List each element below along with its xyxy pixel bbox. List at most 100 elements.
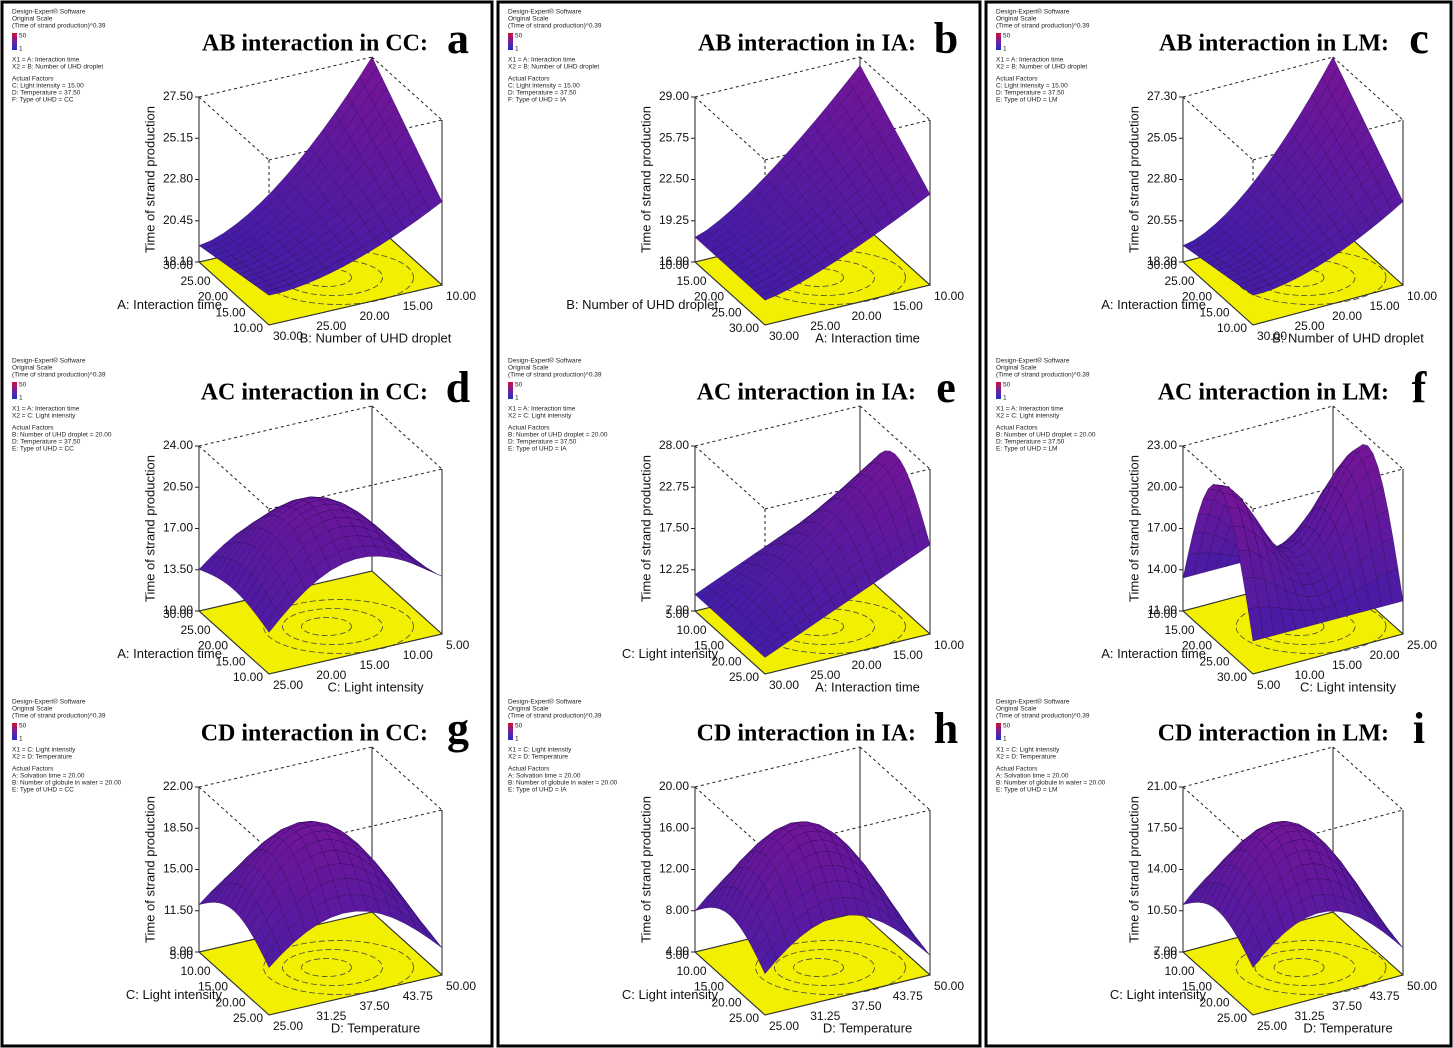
z-tick-label: 22.75 xyxy=(659,479,689,493)
right-tick-label: 15.00 xyxy=(403,299,433,313)
left-tick-label: 30.00 xyxy=(1217,670,1247,684)
box-edge xyxy=(1182,96,1254,161)
right-axis-label: A: Interaction time xyxy=(815,679,920,694)
z-axis-label: Time of strand production xyxy=(1126,455,1141,602)
legend-line: (Time of strand production)^0.39 xyxy=(508,23,602,30)
right-tick-label: 50.00 xyxy=(1407,979,1437,993)
scale-min: 1 xyxy=(19,736,23,743)
scale-min: 1 xyxy=(19,46,23,53)
contour xyxy=(774,949,875,986)
scale-max: 50 xyxy=(1003,382,1011,389)
z-tick-label: 7.00 xyxy=(666,603,690,617)
left-tick-label: 25.00 xyxy=(1199,654,1229,668)
left-axis-label: C: Light intensity xyxy=(622,646,719,661)
left-tick-label: 20.00 xyxy=(711,995,741,1009)
right-axis-label: D: Temperature xyxy=(1303,1020,1392,1035)
surface-patch xyxy=(1387,930,1404,948)
right-tick-label: 10.00 xyxy=(403,648,433,662)
z-tick-label: 27.50 xyxy=(163,89,193,103)
z-tick-label: 4.00 xyxy=(666,944,690,958)
z-tick-label: 24.00 xyxy=(163,438,193,452)
legend-line: X2 = D: Temperature xyxy=(12,754,72,761)
legend-line: C: Light intensity = 15.00 xyxy=(508,83,580,90)
right-tick-label: 10.00 xyxy=(1407,289,1437,303)
z-tick-label: 22.80 xyxy=(1147,172,1177,186)
legend-line: Design-Expert® Software xyxy=(508,8,582,16)
left-tick-label: 15.00 xyxy=(198,980,228,994)
legend-line: X1 = A: Interaction time xyxy=(12,57,80,64)
left-tick-label: 20.00 xyxy=(1182,290,1212,304)
panel-letter: i xyxy=(1413,704,1425,753)
z-tick-label: 16.00 xyxy=(659,820,689,834)
box-edge xyxy=(1252,468,1404,510)
z-tick-label: 22.80 xyxy=(163,172,193,186)
right-tick-label: 43.75 xyxy=(1370,989,1400,1003)
z-tick-label: 17.00 xyxy=(163,521,193,535)
z-axis-label: Time of strand production xyxy=(142,455,157,602)
legend-line: Actual Factors xyxy=(996,766,1038,773)
panel-title: AB interaction in IA: xyxy=(698,31,916,57)
right-axis-label: D: Temperature xyxy=(823,1020,912,1035)
surface-patch xyxy=(424,930,443,948)
legend-line: A: Solvation time = 20.00 xyxy=(12,773,85,780)
legend-line: X2 = C: Light intensity xyxy=(508,413,572,420)
surface-patch xyxy=(263,608,282,633)
left-tick-label: 30.00 xyxy=(1147,258,1177,272)
right-tick-label: 20.00 xyxy=(360,309,390,323)
legend-line: D: Temperature = 37.50 xyxy=(508,439,577,446)
legend-line: X2 = D: Temperature xyxy=(996,754,1056,761)
surface-patch xyxy=(424,566,443,577)
left-tick-label: 10.00 xyxy=(1217,321,1247,335)
right-tick-label: 25.00 xyxy=(273,1019,303,1033)
z-tick-label: 17.50 xyxy=(1147,820,1177,834)
legend-line: (Time of strand production)^0.39 xyxy=(12,23,106,30)
legend-line: (Time of strand production)^0.39 xyxy=(508,372,602,379)
legend-line: Original Scale xyxy=(996,16,1037,23)
right-tick-label: 10.00 xyxy=(1295,668,1325,682)
panel-letter: g xyxy=(447,704,469,753)
legend-line: X2 = B: Number of UHD droplet xyxy=(508,64,599,71)
z-axis-label: Time of strand production xyxy=(638,106,653,253)
z-tick-label: 12.25 xyxy=(659,562,689,576)
scale-min: 1 xyxy=(515,46,519,53)
right-axis-label: C: Light intensity xyxy=(1300,679,1397,694)
left-tick-label: 30.00 xyxy=(163,607,193,621)
legend-line: X1 = A: Interaction time xyxy=(508,406,576,413)
floor-clip-edge xyxy=(197,570,444,675)
legend-line: Actual Factors xyxy=(508,76,550,83)
right-tick-label: 37.50 xyxy=(1332,999,1362,1013)
right-tick-label: 25.00 xyxy=(1407,638,1437,652)
legend-line: E: Type of UHD = LM xyxy=(996,446,1057,453)
legend-line: D: Temperature = 37.50 xyxy=(12,439,81,446)
right-tick-label: 31.25 xyxy=(810,1009,840,1023)
z-axis-label: Time of strand production xyxy=(638,455,653,602)
left-tick-label: 20.00 xyxy=(694,290,724,304)
left-tick-label: 30.00 xyxy=(163,258,193,272)
box-edge xyxy=(859,405,931,470)
left-tick-label: 10.00 xyxy=(1147,607,1177,621)
left-tick-label: 10.00 xyxy=(180,964,210,978)
z-tick-label: 22.50 xyxy=(659,172,689,186)
scale-min: 1 xyxy=(1003,736,1007,743)
legend-line: E: Type of UHD = IA xyxy=(508,787,567,794)
box-edge xyxy=(198,786,270,851)
z-tick-label: 29.00 xyxy=(659,89,689,103)
panel-letter: d xyxy=(446,363,470,412)
panel-letter: b xyxy=(934,14,958,63)
color-bar xyxy=(996,382,1001,399)
legend-line: B: Number of globule in water = 20.00 xyxy=(996,780,1106,787)
box-edge xyxy=(694,746,861,788)
z-tick-label: 14.00 xyxy=(1147,862,1177,876)
surface-patch xyxy=(412,559,430,571)
right-tick-label: 31.25 xyxy=(1295,1009,1325,1023)
right-axis-label: B: Number of UHD droplet xyxy=(1272,330,1424,345)
legend-line: C: Light intensity = 15.00 xyxy=(12,83,84,90)
right-tick-label: 37.50 xyxy=(852,999,882,1013)
legend-line: Original Scale xyxy=(12,365,53,372)
color-bar xyxy=(996,33,1001,50)
legend-line: X1 = C: Light intensity xyxy=(996,747,1060,754)
surface-patch xyxy=(1247,942,1264,968)
left-axis-label: A: Interaction time xyxy=(1101,297,1206,312)
